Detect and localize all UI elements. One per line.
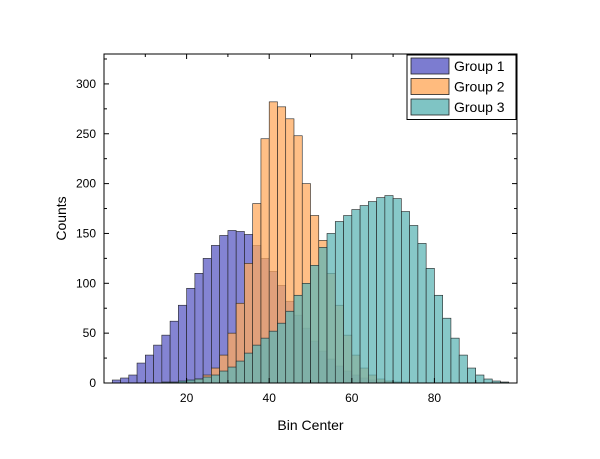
bar-group1-11 [202, 258, 212, 384]
bar-group3-10 [244, 352, 253, 384]
bar-group3-13 [268, 330, 278, 384]
bar-group1-5 [153, 344, 163, 384]
bar-group3-32 [425, 268, 435, 384]
x-axis-title: Bin Center [277, 417, 343, 433]
bar-group3-20 [326, 233, 336, 384]
bar-group3-19 [318, 247, 328, 384]
bar-group3-31 [417, 243, 427, 384]
y-tick-label: 250 [76, 127, 96, 141]
bar-group3-30 [409, 225, 419, 384]
x-tick-label: 60 [345, 391, 359, 405]
x-tick-label: 40 [263, 391, 277, 405]
bar-group1-4 [145, 354, 154, 384]
bar-group3-21 [334, 221, 344, 384]
bar-group3-29 [401, 211, 410, 384]
legend-swatch-3 [410, 98, 450, 116]
bar-group1-9 [186, 287, 196, 384]
bar-group3-35 [450, 337, 460, 384]
x-tick-label: 20 [180, 391, 194, 405]
y-tick-label: 300 [76, 77, 96, 91]
bar-group3-15 [285, 310, 295, 384]
legend-label-1: Group 1 [454, 58, 505, 74]
bar-group3-14 [277, 322, 287, 384]
bar-group1-1 [120, 377, 130, 384]
bar-group1-12 [211, 245, 220, 384]
legend-swatch-2 [410, 78, 450, 95]
legend-label-2: Group 2 [454, 79, 505, 95]
bar-group1-2 [128, 374, 138, 384]
bar-group1-8 [178, 304, 187, 384]
bar-group3-9 [235, 360, 245, 384]
y-axis-title: Counts [53, 196, 69, 240]
x-axis: 20 40 60 80 [144, 54, 477, 405]
bar-group3-24 [359, 205, 369, 384]
bars-layer [111, 101, 510, 384]
bar-group3-38 [475, 374, 485, 384]
bar-group3-27 [384, 195, 394, 384]
x-tick-label: 80 [428, 391, 442, 405]
bar-group3-4 [194, 378, 204, 384]
bar-group3-25 [368, 201, 377, 384]
bar-group3-37 [467, 367, 477, 384]
legend-label-3: Group 3 [454, 99, 505, 115]
legend: Group 1 Group 2 Group 3 [406, 54, 517, 120]
bar-group3-36 [458, 354, 468, 384]
bar-group3-23 [351, 209, 361, 384]
bar-group3-39 [483, 378, 493, 384]
bar-group3-26 [376, 197, 386, 384]
bar-group3-33 [434, 294, 443, 384]
bar-group3-22 [343, 215, 353, 384]
bar-group3-8 [227, 366, 237, 384]
y-tick-label: 0 [89, 376, 96, 390]
bar-group3-7 [219, 370, 229, 384]
bar-group3-34 [442, 317, 452, 384]
bar-group3-5 [202, 376, 212, 384]
bar-group3-18 [310, 265, 320, 384]
bar-group3-12 [260, 337, 270, 384]
y-tick-label: 200 [76, 177, 96, 191]
bar-group3-11 [252, 344, 262, 384]
bar-group1-3 [136, 362, 146, 384]
bar-group1-7 [169, 320, 179, 384]
y-tick-label: 150 [76, 226, 96, 240]
legend-swatch-1 [410, 57, 450, 75]
bar-group3-28 [392, 198, 402, 384]
bar-group1-6 [161, 334, 171, 384]
bar-group3-6 [211, 374, 220, 384]
y-tick-label: 100 [76, 276, 96, 290]
bar-group3-16 [293, 294, 303, 384]
series-3 [161, 195, 510, 384]
bar-group3-17 [301, 283, 311, 384]
y-axis: 0 50 100 150 200 250 300 [76, 58, 517, 390]
y-tick-label: 50 [83, 326, 97, 340]
bar-group1-10 [194, 273, 204, 384]
